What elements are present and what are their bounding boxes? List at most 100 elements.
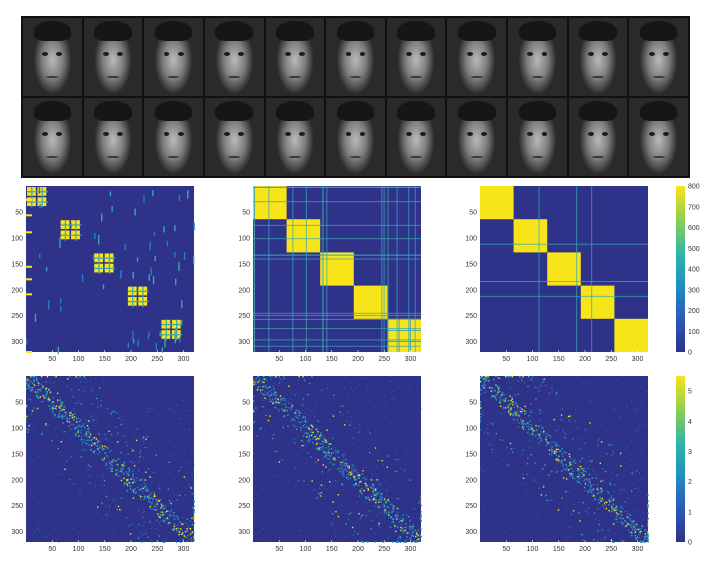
scatter-point xyxy=(62,438,64,440)
affinity-point xyxy=(551,499,553,501)
scatter-point xyxy=(262,528,264,530)
scatter-point xyxy=(580,384,582,386)
scatter-point xyxy=(516,498,518,500)
affinity-point xyxy=(527,425,530,428)
affinity-point xyxy=(169,522,171,524)
affinity-point xyxy=(647,522,649,524)
affinity-point xyxy=(117,432,119,434)
scatter-point xyxy=(191,442,193,444)
scatter-point xyxy=(80,450,82,452)
affinity-point xyxy=(314,435,316,438)
affinity-point xyxy=(143,481,145,484)
block-line xyxy=(387,329,421,331)
affinity-point xyxy=(601,497,603,500)
affinity-point xyxy=(480,404,482,406)
affinity-point xyxy=(546,432,548,435)
affinity-point xyxy=(168,522,170,524)
affinity-point xyxy=(589,489,591,491)
affinity-point xyxy=(111,467,114,470)
scatter-point xyxy=(634,494,636,496)
affinity-point xyxy=(507,412,510,414)
affinity-point xyxy=(627,523,629,526)
scatter-point xyxy=(97,507,99,509)
affinity-point xyxy=(253,410,255,413)
affinity-point xyxy=(70,411,72,413)
affinity-point xyxy=(494,384,497,387)
scatter-point xyxy=(514,410,516,412)
affinity-point xyxy=(592,469,595,472)
affinity-point xyxy=(420,536,422,538)
affinity-point xyxy=(254,383,257,385)
affinity-point xyxy=(635,536,637,539)
scatter-point xyxy=(191,452,193,454)
scatter-point xyxy=(404,416,406,418)
affinity-point xyxy=(387,537,389,539)
scatter-point xyxy=(616,508,618,510)
affinity-point xyxy=(562,464,564,466)
affinity-point xyxy=(491,395,493,398)
affinity-point xyxy=(342,471,344,473)
affinity-point xyxy=(364,484,367,486)
scatter-point xyxy=(539,419,541,421)
affinity-point xyxy=(355,479,357,481)
scatter-point xyxy=(141,512,143,514)
scatter-point xyxy=(271,426,273,428)
scatter-point xyxy=(566,381,568,383)
noise-mark xyxy=(94,233,96,240)
affinity-point xyxy=(342,474,344,477)
affinity-point xyxy=(530,378,532,381)
scatter-point xyxy=(615,428,617,430)
scatter-point xyxy=(390,380,392,382)
affinity-point xyxy=(545,437,547,439)
scatter-point xyxy=(577,474,579,476)
affinity-point xyxy=(609,501,611,503)
scatter-point xyxy=(317,491,319,493)
scatter-point xyxy=(535,512,537,514)
noise-mark xyxy=(174,328,176,339)
affinity-point xyxy=(520,378,523,381)
affinity-point xyxy=(590,485,592,488)
scatter-point xyxy=(350,401,352,403)
affinity-point xyxy=(480,421,482,423)
affinity-point xyxy=(520,419,522,421)
affinity-point xyxy=(395,470,398,473)
affinity-point xyxy=(345,464,347,466)
scatter-point xyxy=(85,381,87,383)
affinity-point xyxy=(497,385,500,387)
scatter-point xyxy=(486,391,488,393)
scatter-point xyxy=(34,516,36,518)
cluster-block xyxy=(387,318,421,352)
affinity-point xyxy=(123,477,125,480)
affinity-point xyxy=(330,443,332,445)
affinity-point xyxy=(480,429,482,431)
scatter-point xyxy=(646,390,648,392)
scatter-point xyxy=(533,434,535,436)
affinity-point xyxy=(262,378,264,380)
affinity-point xyxy=(570,513,572,516)
scatter-point xyxy=(573,495,575,497)
block-line xyxy=(398,318,400,352)
affinity-point xyxy=(253,381,255,383)
x-tick-label: 150 xyxy=(553,356,565,363)
affinity-point xyxy=(278,376,281,378)
affinity-point xyxy=(300,439,302,442)
affinity-point xyxy=(128,473,130,476)
cluster-block xyxy=(286,219,321,253)
scatter-point xyxy=(53,506,55,508)
noise-mark xyxy=(124,244,126,251)
scatter-point xyxy=(263,399,265,401)
affinity-point xyxy=(72,423,75,426)
affinity-point xyxy=(45,381,47,383)
scatter-point xyxy=(555,493,557,495)
scatter-point xyxy=(580,437,582,439)
affinity-point xyxy=(126,483,129,486)
affinity-point xyxy=(357,533,359,535)
affinity-point xyxy=(347,518,349,521)
affinity-point xyxy=(26,378,28,381)
affinity-point xyxy=(642,540,644,542)
affinity-point xyxy=(524,405,526,408)
scatter-point xyxy=(97,443,99,445)
scatter-point xyxy=(363,466,365,468)
scatter-point xyxy=(483,385,485,387)
scatter-point xyxy=(38,436,40,438)
